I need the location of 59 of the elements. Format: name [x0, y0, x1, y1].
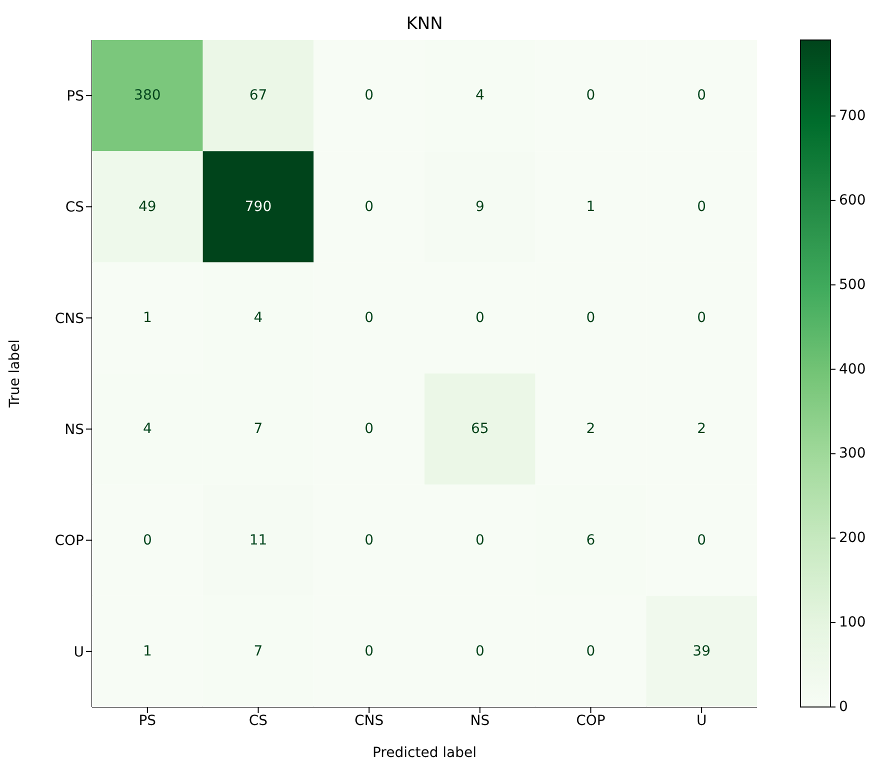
data-label: 39	[692, 643, 710, 660]
data-label: 4	[142, 421, 152, 438]
data-label: 0	[475, 310, 484, 326]
data-label: 7	[254, 643, 263, 660]
data-label: 0	[364, 88, 374, 104]
y-tick-label: COP	[54, 533, 84, 550]
y-tick-label: PS	[66, 88, 84, 105]
data-label: 67	[249, 88, 268, 104]
color-bar-label: 700	[839, 108, 866, 124]
data-label: 11	[249, 532, 268, 548]
chart-title: KNN	[405, 14, 444, 34]
data-label: 0	[364, 198, 374, 215]
color-bar-label: 500	[839, 276, 866, 293]
y-axis-title: True label	[6, 339, 23, 409]
data-label: 2	[697, 421, 706, 438]
data-label: 0	[586, 643, 596, 660]
x-tick-label: NS	[470, 712, 490, 729]
y-tick-label: CS	[65, 200, 84, 216]
color-bar-label: 0	[839, 699, 848, 715]
x-tick-label: PS	[138, 712, 156, 729]
data-label: 6	[586, 532, 596, 548]
data-label: 790	[244, 198, 272, 215]
data-label: 1	[142, 643, 152, 660]
data-label: 4	[254, 310, 263, 326]
x-tick-label: U	[696, 712, 707, 729]
data-label: 4	[475, 88, 484, 104]
color-bar-label: 200	[839, 530, 866, 546]
data-label: 0	[586, 310, 596, 326]
y-tick-label: U	[74, 644, 84, 660]
data-label: 0	[364, 310, 374, 326]
data-label: 0	[475, 532, 484, 548]
data-label: 0	[586, 88, 596, 104]
data-label: 0	[364, 643, 374, 660]
data-label: 0	[697, 310, 706, 326]
data-label: 380	[134, 88, 161, 104]
data-label: 0	[364, 421, 374, 438]
x-tick-label: COP	[576, 712, 606, 729]
data-label: 1	[586, 198, 596, 215]
color-bar-label: 400	[839, 361, 866, 378]
y-tick-label: NS	[64, 422, 84, 438]
data-label: 0	[475, 643, 484, 660]
data-label: 0	[142, 532, 152, 548]
data-label: 0	[697, 88, 706, 104]
data-label: 65	[471, 421, 489, 438]
color-bar-label: 600	[839, 192, 866, 208]
color-bar-label: 100	[839, 614, 866, 631]
data-label: 2	[586, 421, 596, 438]
x-tick-label: CNS	[354, 712, 384, 729]
x-axis-title: Predicted label	[372, 745, 477, 761]
x-tick-label: CS	[248, 712, 268, 729]
data-label: 0	[697, 532, 706, 548]
y-tick-label: CNS	[54, 310, 84, 327]
data-label: 0	[364, 532, 374, 548]
data-label: 49	[138, 198, 156, 215]
data-label: 9	[475, 198, 484, 215]
color-bar-label: 300	[839, 446, 866, 462]
data-label: 7	[254, 421, 263, 438]
data-label: 0	[697, 198, 706, 215]
data-label: 1	[142, 310, 152, 326]
